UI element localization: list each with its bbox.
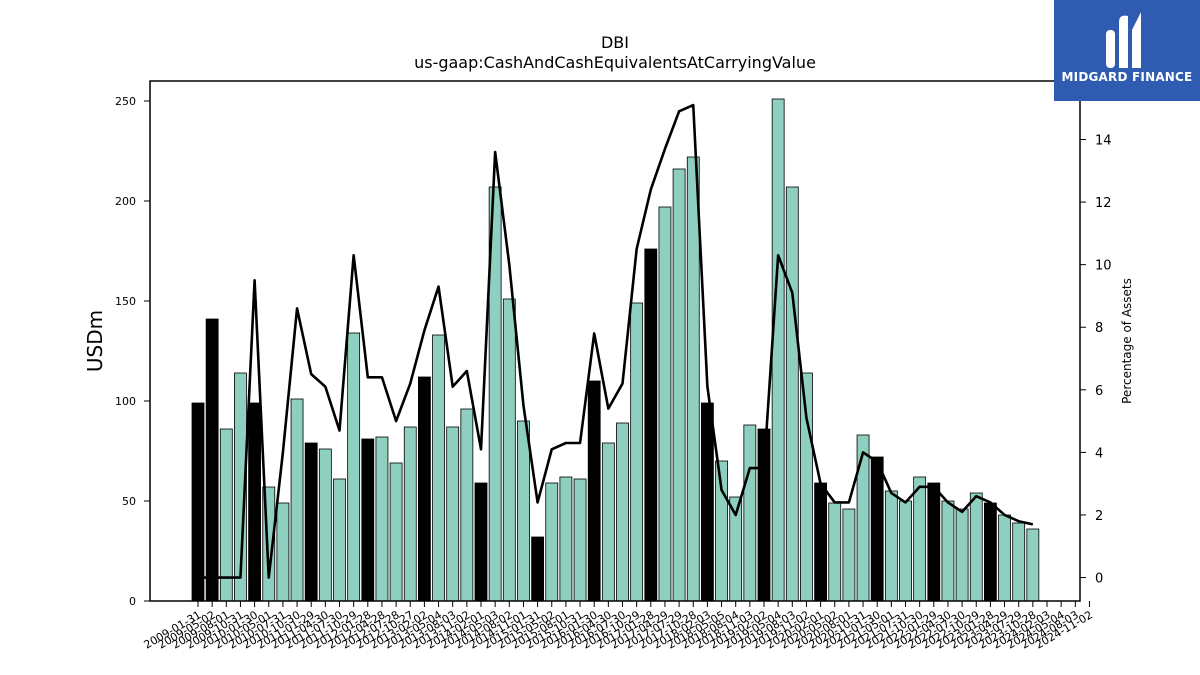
bar bbox=[417, 376, 431, 602]
y2-tick-label: 14 bbox=[1095, 134, 1112, 149]
bar bbox=[446, 426, 460, 602]
bar bbox=[630, 302, 644, 602]
y-tick-label: 250 bbox=[115, 95, 136, 108]
bar bbox=[616, 422, 629, 602]
chart-subtitle: us-gaap:CashAndCashEquivalentsAtCarrying… bbox=[414, 53, 816, 72]
bar bbox=[828, 502, 842, 602]
y2-tick-label: 0 bbox=[1095, 572, 1103, 587]
bar bbox=[517, 420, 530, 602]
y-tick-label: 200 bbox=[115, 195, 136, 208]
bar bbox=[191, 402, 205, 602]
bar bbox=[432, 334, 445, 602]
series-line bbox=[198, 103, 1034, 579]
bar bbox=[941, 500, 955, 602]
axes: 050100150200250024681012142009-01-312009… bbox=[115, 80, 1112, 652]
bar bbox=[899, 500, 912, 602]
brand-logo-icon bbox=[1106, 12, 1141, 69]
bar bbox=[870, 456, 884, 602]
y2-tick-label: 8 bbox=[1095, 321, 1103, 336]
bar bbox=[248, 402, 262, 602]
bar bbox=[361, 438, 375, 602]
bar bbox=[644, 248, 658, 602]
bar bbox=[219, 428, 233, 602]
y2-tick-label: 12 bbox=[1095, 196, 1112, 211]
y-tick-label: 150 bbox=[115, 295, 136, 308]
bar bbox=[814, 482, 827, 602]
chart-title: DBI bbox=[601, 33, 629, 52]
y-axis-label: USDm bbox=[83, 310, 107, 372]
y2-tick-label: 10 bbox=[1095, 259, 1112, 274]
bar bbox=[205, 318, 219, 602]
bar bbox=[333, 478, 346, 602]
bar bbox=[701, 402, 714, 602]
brand-logo: MIDGARD FINANCE bbox=[1054, 0, 1200, 101]
bar bbox=[290, 398, 304, 602]
y-tick-label: 0 bbox=[129, 595, 136, 608]
bar bbox=[1012, 522, 1026, 602]
bar bbox=[686, 156, 700, 602]
bar bbox=[1026, 528, 1040, 602]
bar bbox=[785, 186, 799, 602]
bar bbox=[842, 508, 856, 602]
y2-tick-label: 6 bbox=[1095, 384, 1103, 399]
bar bbox=[743, 424, 757, 602]
bar bbox=[474, 482, 488, 602]
bar bbox=[771, 98, 785, 602]
bar bbox=[531, 536, 544, 602]
bar bbox=[559, 476, 573, 602]
bar bbox=[460, 408, 474, 602]
bar bbox=[955, 508, 969, 602]
brand-name: MIDGARD FINANCE bbox=[1061, 70, 1193, 84]
bar bbox=[545, 482, 559, 602]
bar bbox=[969, 492, 983, 602]
line-series bbox=[198, 103, 1034, 579]
bar bbox=[856, 434, 870, 602]
y2-tick-label: 2 bbox=[1095, 509, 1103, 524]
bar-series bbox=[191, 98, 1040, 602]
bar bbox=[573, 478, 587, 602]
bar bbox=[672, 168, 686, 602]
bar bbox=[347, 332, 361, 602]
bar bbox=[658, 206, 672, 602]
y2-tick-label: 4 bbox=[1095, 446, 1103, 461]
bar bbox=[304, 442, 318, 602]
bar bbox=[998, 514, 1011, 602]
plot-frame bbox=[149, 80, 1081, 602]
y2-axis-label: Percentage of Assets bbox=[1120, 278, 1134, 404]
bar bbox=[403, 426, 417, 602]
y-tick-label: 50 bbox=[122, 495, 136, 508]
bar bbox=[389, 462, 403, 602]
bar bbox=[587, 380, 601, 602]
bar bbox=[318, 448, 332, 602]
bar bbox=[927, 482, 941, 602]
bar bbox=[984, 502, 997, 602]
bar bbox=[913, 476, 927, 602]
bar bbox=[276, 502, 290, 602]
bar bbox=[601, 442, 615, 602]
bar bbox=[884, 490, 898, 602]
y-tick-label: 100 bbox=[115, 395, 136, 408]
bar bbox=[375, 436, 389, 602]
bar bbox=[502, 298, 516, 602]
